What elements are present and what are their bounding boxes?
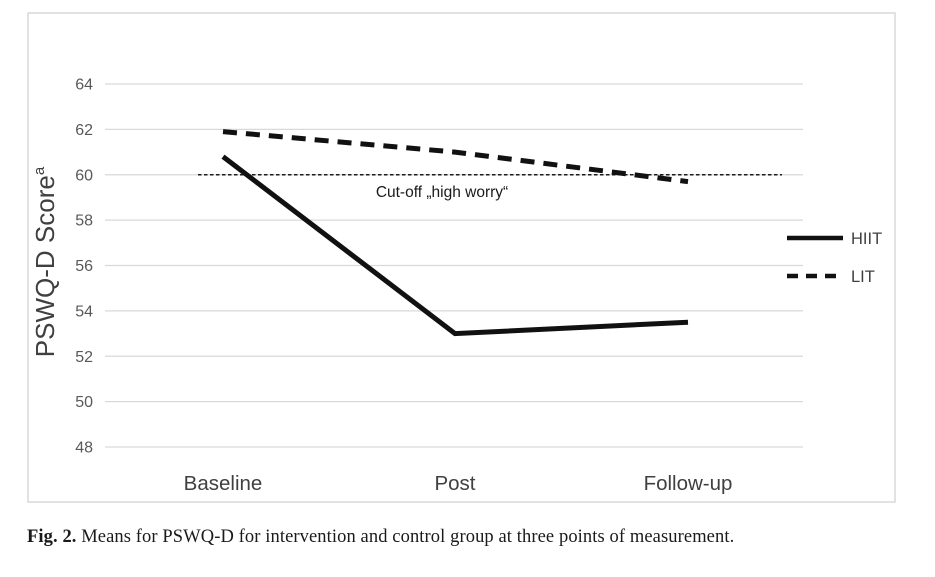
y-axis-title-superscript: a <box>31 166 48 175</box>
y-tick-label: 50 <box>75 394 93 411</box>
chart-frame <box>27 12 896 503</box>
x-axis-label: Baseline <box>184 472 263 495</box>
x-axis-label: Follow-up <box>644 472 733 495</box>
y-tick-label: 58 <box>75 213 93 230</box>
figure-caption: Fig. 2. Means for PSWQ-D for interventio… <box>27 526 917 549</box>
y-tick-label: 64 <box>75 77 93 94</box>
y-axis-title: PSWQ-D Scorea <box>30 166 60 357</box>
y-tick-label: 60 <box>75 167 93 184</box>
x-axis-label: Post <box>434 472 475 495</box>
y-tick-label: 62 <box>75 122 93 139</box>
line-chart: 64 62 60 58 56 54 52 50 48 Baseline Post Follow-up C… <box>27 12 896 503</box>
cutoff-label: Cut-off „high worry“ <box>376 184 508 201</box>
series-line-lit <box>222 129 689 185</box>
legend-label-lit: LIT <box>851 268 875 286</box>
y-tick-label: 56 <box>75 258 93 275</box>
y-tick-label: 52 <box>75 349 93 366</box>
y-tick-label: 48 <box>75 440 93 457</box>
figure-caption-text: Means for PSWQ-D for intervention and co… <box>81 527 735 547</box>
y-tick-label: 54 <box>75 303 93 320</box>
legend-label-hiit: HIIT <box>851 230 882 248</box>
figure-caption-label: Fig. 2. <box>27 527 77 547</box>
series-line-hiit <box>221 154 689 337</box>
